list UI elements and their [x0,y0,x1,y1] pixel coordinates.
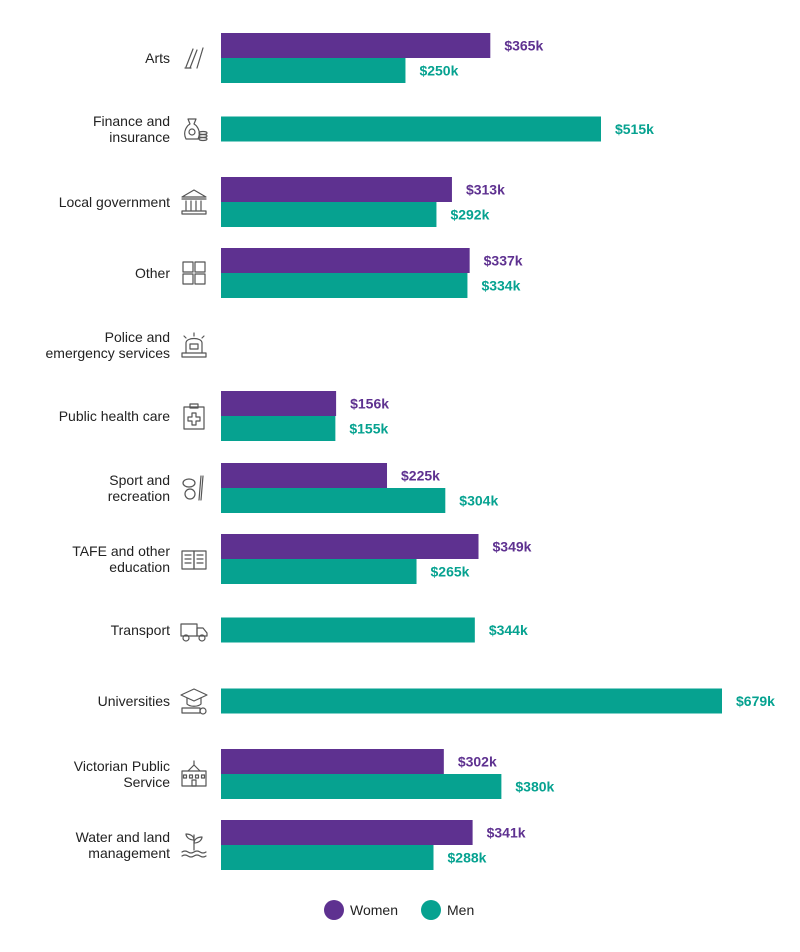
paintbrush-icon [184,47,204,69]
bar-men [221,202,437,227]
bar-women [221,33,491,58]
books-icon [181,550,207,570]
bar-men [221,559,417,584]
legend-label-women: Women [350,902,398,918]
data-label: $337k [484,253,523,269]
bar-men [221,688,722,714]
legend-swatch-women [324,900,344,920]
bar-men [221,845,434,870]
bar-men [221,774,502,799]
data-label: $344k [489,622,528,638]
category-label: Sport and recreation [108,472,170,504]
truck-icon [180,623,208,642]
category-label: Victorian Public Service [74,758,170,790]
bar-men [221,617,475,643]
bar-women [221,248,470,273]
data-label: $515k [615,121,654,137]
data-label: $349k [493,539,532,555]
medical-clipboard-icon [183,403,205,430]
category-label: Public health care [59,408,171,424]
data-label: $265k [431,564,470,580]
legend-swatch-men [421,900,441,920]
data-label: $288k [448,850,487,866]
data-label: $225k [401,468,440,484]
water-plant-icon [181,833,207,858]
data-label: $313k [466,182,505,198]
grid-squares-icon [182,261,206,285]
category-label: Water and land management [76,829,171,861]
school-building-icon [181,760,207,787]
data-label: $679k [736,693,775,709]
data-label: $302k [458,754,497,770]
category-label: Finance and insurance [93,113,170,145]
category-label: Arts [145,50,170,66]
bar-men [221,116,601,142]
bar-women [221,177,452,202]
category-label: Other [135,265,170,281]
bar-men [221,58,406,83]
data-label: $156k [350,396,389,412]
category-label: Police and emergency services [46,329,171,361]
legend: Women Men [324,900,474,920]
bar-men [221,273,468,298]
category-label: TAFE and other education [72,543,170,575]
sport-equipment-icon [182,475,204,501]
government-building-icon [181,189,207,215]
bar-women [221,534,479,559]
data-label: $365k [504,38,543,54]
data-label: $304k [459,493,498,509]
data-label: $380k [515,779,554,795]
bar-women [221,463,388,488]
data-label: $334k [481,278,520,294]
data-label: $292k [450,207,489,223]
category-label: Universities [98,693,170,709]
siren-icon [181,332,207,358]
category-label: Local government [59,194,170,210]
bar-women [221,391,337,416]
bar-men [221,488,446,513]
category-label: Transport [111,622,171,638]
legend-label-men: Men [447,902,474,918]
data-label: $250k [419,63,458,79]
data-label: $155k [349,421,388,437]
bar-men [221,416,336,441]
bar-women [221,749,444,774]
data-label: $341k [487,825,526,841]
money-bag-icon [184,118,208,142]
bar-women [221,820,473,845]
graduation-cap-icon [180,688,208,715]
